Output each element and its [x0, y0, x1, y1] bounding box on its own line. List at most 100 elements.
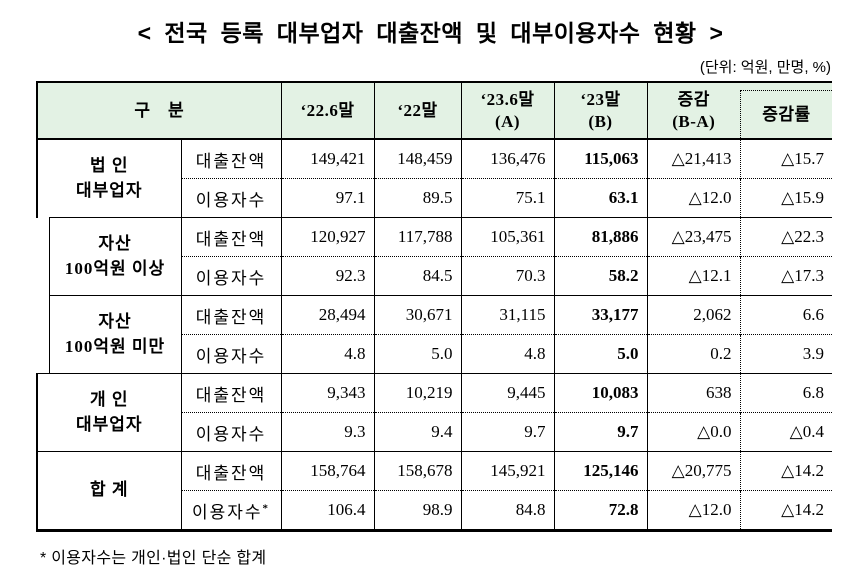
- value-cell: △20,775: [646, 451, 740, 491]
- value-cell: 9,445: [460, 373, 554, 413]
- group-label-individual: 개 인 대부업자: [36, 373, 181, 452]
- value-cell: 106.4: [280, 490, 374, 532]
- value-cell: 58.2: [553, 256, 647, 296]
- value-cell: △15.9: [739, 178, 832, 218]
- value-cell: △22.3: [739, 217, 832, 257]
- value-cell: 0.2: [646, 334, 740, 374]
- value-cell: 28,494: [280, 295, 374, 335]
- metric-label: 이용자수: [180, 412, 281, 452]
- indent-strip: [37, 296, 49, 374]
- metric-label: 이용자수*: [180, 490, 281, 532]
- value-cell: 4.8: [280, 334, 374, 374]
- metric-label: 대출잔액: [180, 139, 281, 179]
- metric-label: 대출잔액: [180, 451, 281, 491]
- table-row: 자산 100억원 이상 대출잔액 120,927 117,788 105,361…: [37, 217, 832, 296]
- metric-label: 대출잔액: [180, 373, 281, 413]
- table-row: 이용자수 92.3 84.5 70.3 58.2 △12.1 △17.3: [37, 256, 832, 296]
- value-cell: 4.8: [460, 334, 554, 374]
- change-rate-dotted-box: 증감률: [740, 90, 832, 138]
- metric-label-text: 이용자수: [191, 502, 263, 522]
- value-cell: △17.3: [739, 256, 832, 296]
- value-cell: 5.0: [373, 334, 461, 374]
- value-cell: 84.5: [373, 256, 461, 296]
- value-cell: 9.7: [460, 412, 554, 452]
- table-row: 이용자수* 106.4 98.9 84.8 72.8 △12.0 △14.2: [37, 490, 832, 532]
- table-row: 이용자수 97.1 89.5 75.1 63.1 △12.0 △15.9: [37, 178, 832, 218]
- value-cell: 81,886: [553, 217, 647, 257]
- value-cell: 638: [646, 373, 740, 413]
- value-cell: △21,413: [646, 139, 740, 179]
- table-row: 법 인 대부업자 대출잔액 149,421 148,459 136,476 11…: [36, 139, 832, 218]
- header-col-22: ‘22말: [373, 81, 461, 140]
- value-cell: 5.0: [553, 334, 647, 374]
- value-cell: 6.8: [739, 373, 832, 413]
- metric-label: 이용자수: [180, 334, 281, 374]
- footnote-marker: *: [262, 501, 271, 514]
- indent-strip: [37, 218, 49, 296]
- value-cell: 72.8: [553, 490, 647, 532]
- value-cell: 105,361: [460, 217, 554, 257]
- value-cell: 3.9: [739, 334, 832, 374]
- value-cell: 2,062: [646, 295, 740, 335]
- header-col-23-b: ‘23말 (B): [553, 81, 647, 140]
- value-cell: △14.2: [739, 451, 832, 491]
- value-cell: 120,927: [280, 217, 374, 257]
- value-cell: 30,671: [373, 295, 461, 335]
- value-cell: 9.4: [373, 412, 461, 452]
- value-cell: 149,421: [280, 139, 374, 179]
- value-cell: 92.3: [280, 256, 374, 296]
- group-label-assets-under-10b: 자산 100억원 미만: [48, 295, 181, 374]
- value-cell: △0.0: [646, 412, 740, 452]
- unit-note: (단위: 억원, 만명, %): [699, 59, 831, 76]
- group-label-assets-over-10b: 자산 100억원 이상: [48, 217, 181, 296]
- value-cell: 158,764: [280, 451, 374, 491]
- value-cell: 63.1: [553, 178, 647, 218]
- page-title: < 전국 등록 대부업자 대출잔액 및 대부이용자수 현황 >: [137, 20, 724, 46]
- value-cell: 9.3: [280, 412, 374, 452]
- value-cell: 97.1: [280, 178, 374, 218]
- value-cell: 70.3: [460, 256, 554, 296]
- metric-label: 대출잔액: [180, 295, 281, 335]
- value-cell: 84.8: [460, 490, 554, 532]
- value-cell: 75.1: [460, 178, 554, 218]
- value-cell: 125,146: [553, 451, 647, 491]
- value-cell: 33,177: [553, 295, 647, 335]
- value-cell: △12.0: [646, 178, 740, 218]
- value-cell: 148,459: [373, 139, 461, 179]
- loan-status-table: 구 분 ‘22.6말 ‘22말 ‘23.6말 (A) ‘23말 (B) 증감 (…: [36, 81, 832, 532]
- value-cell: △0.4: [739, 412, 832, 452]
- table-row: 이용자수 4.8 5.0 4.8 5.0 0.2 3.9: [37, 334, 832, 374]
- value-cell: △12.0: [646, 490, 740, 532]
- header-col-23-6-a: ‘23.6말 (A): [460, 81, 554, 140]
- header-category: 구 분: [36, 81, 281, 140]
- header-row: 구 분 ‘22.6말 ‘22말 ‘23.6말 (A) ‘23말 (B) 증감 (…: [36, 81, 832, 140]
- value-cell: 115,063: [553, 139, 647, 179]
- value-cell: 10,219: [373, 373, 461, 413]
- value-cell: 117,788: [373, 217, 461, 257]
- value-cell: 136,476: [460, 139, 554, 179]
- table-row: 자산 100억원 미만 대출잔액 28,494 30,671 31,115 33…: [37, 295, 832, 374]
- value-cell: 98.9: [373, 490, 461, 532]
- value-cell: 9,343: [280, 373, 374, 413]
- footnote: * 이용자수는 개인·법인 단순 합계: [40, 550, 267, 567]
- value-cell: 158,678: [373, 451, 461, 491]
- metric-label: 이용자수: [180, 178, 281, 218]
- metric-label: 대출잔액: [180, 217, 281, 257]
- metric-label: 이용자수: [180, 256, 281, 296]
- value-cell: △15.7: [739, 139, 832, 179]
- value-cell: △12.1: [646, 256, 740, 296]
- table-row: 개 인 대부업자 대출잔액 9,343 10,219 9,445 10,083 …: [36, 373, 832, 452]
- value-cell: 89.5: [373, 178, 461, 218]
- header-col-change: 증감 (B-A): [646, 81, 740, 140]
- value-cell: 9.7: [553, 412, 647, 452]
- value-cell: 6.6: [739, 295, 832, 335]
- table-row: 이용자수 9.3 9.4 9.7 9.7 △0.0 △0.4: [37, 412, 832, 452]
- value-cell: 31,115: [460, 295, 554, 335]
- header-col-22-6: ‘22.6말: [280, 81, 374, 140]
- value-cell: 10,083: [553, 373, 647, 413]
- table-row: 합 계 대출잔액 158,764 158,678 145,921 125,146…: [36, 451, 832, 532]
- value-cell: △23,475: [646, 217, 740, 257]
- header-col-change-rate: 증감률: [740, 81, 832, 140]
- value-cell: 145,921: [460, 451, 554, 491]
